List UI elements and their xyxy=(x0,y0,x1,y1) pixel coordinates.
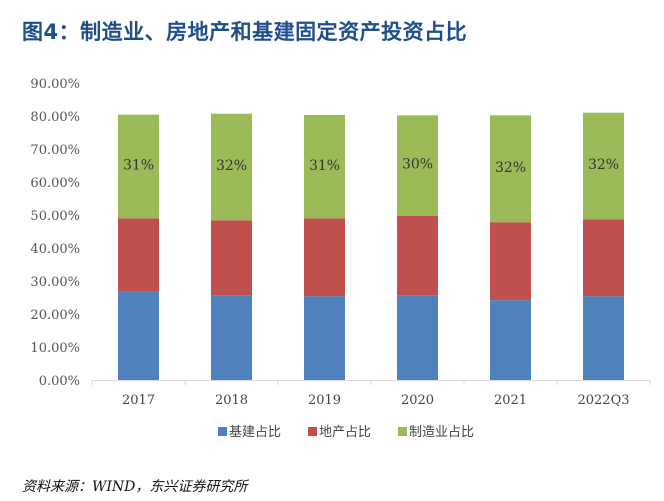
data-label: 32% xyxy=(588,157,619,173)
y-tick-label: 40.00% xyxy=(30,242,80,257)
bar-segment xyxy=(490,115,531,223)
bar-segment xyxy=(583,219,624,297)
bar-segment xyxy=(490,222,531,301)
legend-label: 基建占比 xyxy=(229,425,281,440)
data-label: 31% xyxy=(123,158,154,174)
y-tick-label: 20.00% xyxy=(30,308,80,323)
bar-segment xyxy=(118,218,159,292)
y-tick-label: 70.00% xyxy=(30,143,80,158)
y-tick-label: 0.00% xyxy=(39,374,80,389)
bar-segment xyxy=(583,296,624,380)
x-tick-label: 2020 xyxy=(401,393,434,408)
bar-segment xyxy=(118,114,159,219)
y-tick-label: 10.00% xyxy=(30,341,80,356)
chart-title: 图4：制造业、房地产和基建固定资产投资占比 xyxy=(22,20,468,44)
bars xyxy=(118,112,624,380)
bar-segment xyxy=(304,296,345,380)
y-tick-label: 80.00% xyxy=(30,110,80,125)
bar-segment xyxy=(304,218,345,297)
y-tick-label: 60.00% xyxy=(30,176,80,191)
legend-swatch xyxy=(398,427,407,436)
legend-label: 地产占比 xyxy=(319,425,371,440)
data-label: 31% xyxy=(309,158,340,174)
legend: 基建占比 地产占比 制造业占比 xyxy=(218,425,474,440)
y-axis: 0.00% 10.00% 20.00% 30.00% 40.00% 50.00% 60.00… xyxy=(30,77,80,389)
legend-label: 制造业占比 xyxy=(409,425,474,440)
legend-swatch xyxy=(308,427,317,436)
legend-swatch xyxy=(218,427,227,436)
bar-segment xyxy=(211,220,252,296)
x-tick-label: 2017 xyxy=(122,393,155,408)
bar-segment xyxy=(211,113,252,221)
data-label: 32% xyxy=(495,160,526,176)
bar-segment xyxy=(118,291,159,380)
bar-segment xyxy=(211,295,252,380)
source-note: 资料来源：WIND，东兴证券研究所 xyxy=(22,479,248,495)
y-tick-label: 30.00% xyxy=(30,275,80,290)
x-axis: 2017 2018 2019 2020 2021 2022Q3 xyxy=(91,380,651,408)
y-tick-label: 50.00% xyxy=(30,209,80,224)
data-label: 30% xyxy=(402,157,433,173)
bar-segment xyxy=(583,112,624,220)
x-tick-label: 2019 xyxy=(308,393,341,408)
bar-segment xyxy=(397,295,438,380)
bar-segment xyxy=(490,300,531,380)
data-labels: 31% 32% 31% 30% 32% 32% xyxy=(123,157,619,176)
data-label: 32% xyxy=(216,158,247,174)
x-tick-label: 2022Q3 xyxy=(577,393,629,408)
y-tick-label: 90.00% xyxy=(30,77,80,92)
bar-segment xyxy=(304,115,345,219)
bar-segment xyxy=(397,215,438,296)
x-tick-label: 2021 xyxy=(494,393,527,408)
bar-segment xyxy=(397,115,438,216)
x-tick-label: 2018 xyxy=(215,393,248,408)
